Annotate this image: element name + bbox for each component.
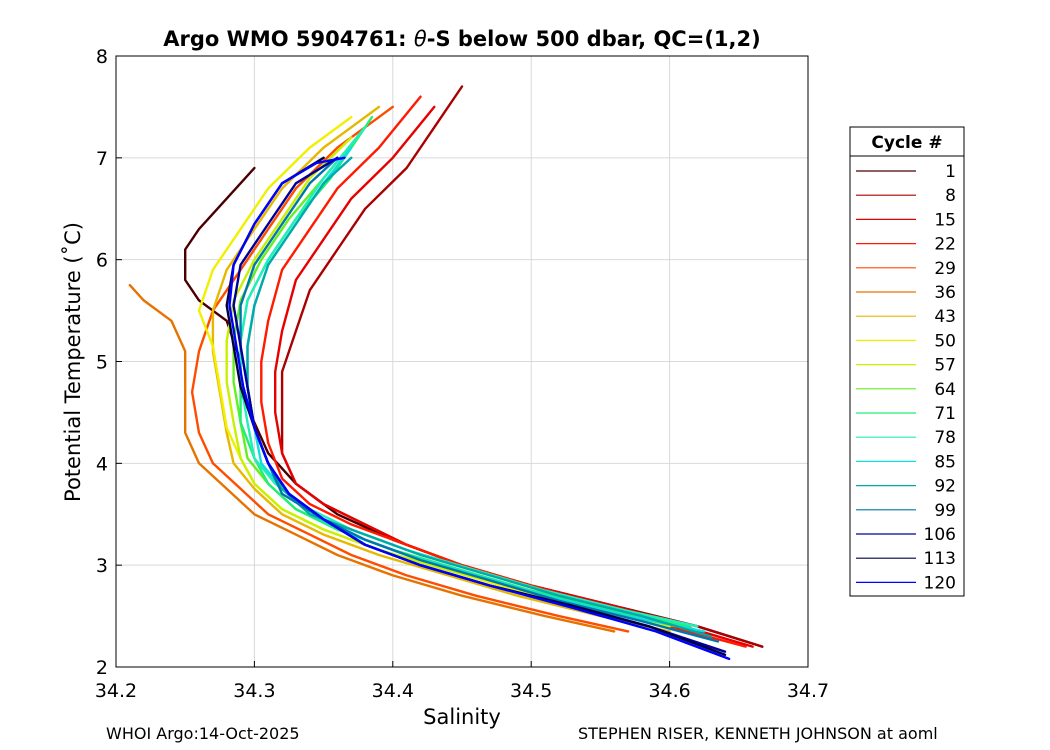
legend-label-8: 8 (945, 186, 956, 206)
legend-label-85: 85 (934, 452, 956, 472)
chart-title: Argo WMO 5904761: θ-S below 500 dbar, QC… (163, 27, 760, 51)
legend-label-92: 92 (934, 477, 956, 497)
legend-label-120: 120 (924, 573, 956, 593)
footer-left-credit: WHOI Argo:14-Oct-2025 (106, 724, 300, 743)
x-tick-label: 34.4 (372, 680, 414, 702)
footer-right-credit: STEPHEN RISER, KENNETH JOHNSON at aoml (578, 724, 938, 743)
series-cycle-99 (239, 156, 720, 643)
chart-title-suffix: -S below 500 dbar, QC=(1,2) (427, 27, 761, 51)
series-cycle-71 (239, 115, 692, 628)
x-tick-label: 34.6 (648, 680, 690, 702)
chart-title-theta-symbol: θ (414, 27, 427, 51)
legend-label-78: 78 (934, 428, 956, 448)
legend-label-43: 43 (934, 307, 956, 327)
series-cycle-57 (225, 136, 678, 628)
y-tick-label: 6 (96, 250, 108, 272)
legend-label-50: 50 (934, 331, 956, 351)
chart-title-prefix: Argo WMO 5904761: (163, 27, 414, 51)
legend-label-29: 29 (934, 259, 956, 279)
y-tick-label: 8 (96, 46, 108, 68)
legend-label-57: 57 (934, 356, 956, 376)
legend-box (849, 126, 965, 597)
series-cycle-64 (232, 126, 685, 628)
x-tick-label: 34.2 (95, 680, 137, 702)
tick-labels: 34.2 34.3 34.4 34.5 34.6 34.7 2 3 4 5 6 7 8 (95, 46, 829, 702)
x-axis-label: Salinity (423, 705, 501, 729)
y-tick-label: 4 (96, 453, 108, 475)
legend-label-36: 36 (934, 283, 956, 303)
y-tick-label: 2 (96, 657, 108, 679)
x-tick-label: 34.7 (787, 680, 829, 702)
y-tick-label: 5 (96, 352, 108, 374)
legend: Cycle # 1 8 15 22 29 36 43 50 57 64 71 78 85 92 99 106 1… (849, 126, 965, 597)
legend-label-64: 64 (934, 380, 956, 400)
legend-label-1: 1 (945, 162, 956, 182)
series-cycle-43 (211, 105, 671, 633)
legend-label-15: 15 (934, 210, 956, 230)
legend-label-106: 106 (924, 525, 956, 545)
series-cycle-120 (228, 156, 731, 661)
series-cycle-22 (260, 95, 747, 648)
series-cycle-29 (190, 105, 630, 633)
legend-title: Cycle # (871, 133, 942, 153)
y-tick-label: 3 (96, 555, 108, 577)
series-layer (128, 85, 764, 661)
series-cycle-36 (128, 283, 616, 633)
legend-label-99: 99 (934, 501, 956, 521)
y-tick-label: 7 (96, 148, 108, 170)
legend-label-22: 22 (934, 235, 956, 255)
legend-label-113: 113 (924, 549, 956, 569)
x-tick-label: 34.3 (233, 680, 275, 702)
series-cycle-50 (197, 115, 671, 628)
y-axis-label: Potential Temperature (˚C) (61, 222, 85, 502)
legend-label-71: 71 (934, 404, 956, 424)
x-tick-label: 34.5 (510, 680, 552, 702)
